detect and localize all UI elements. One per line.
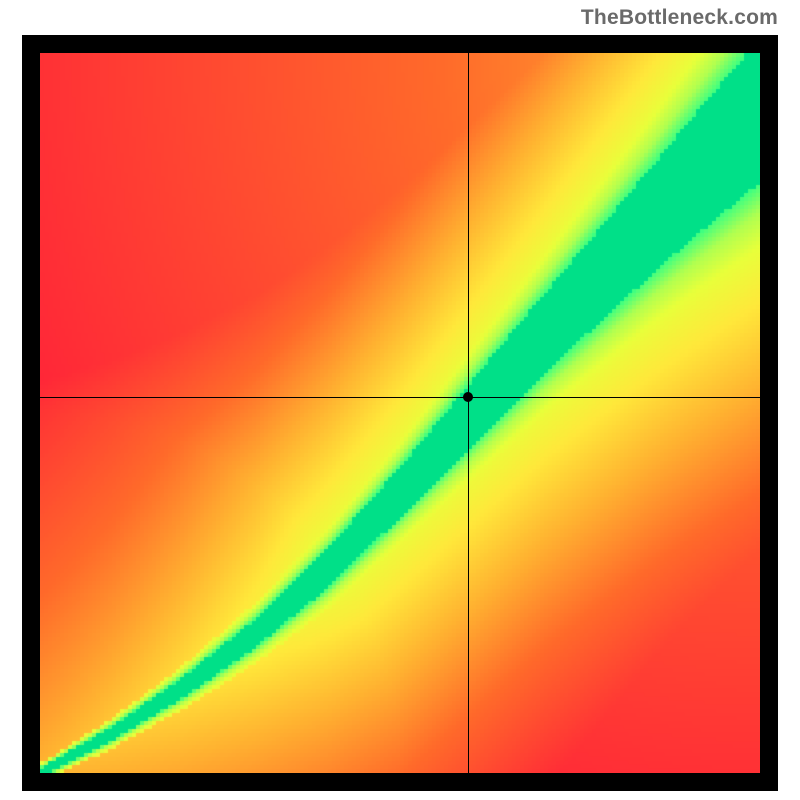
watermark-text: TheBottleneck.com bbox=[581, 6, 778, 30]
crosshair-marker-dot bbox=[463, 392, 473, 402]
crosshair-vertical bbox=[468, 53, 469, 773]
heatmap-canvas bbox=[40, 53, 760, 773]
plot-frame bbox=[22, 35, 778, 791]
chart-container: TheBottleneck.com bbox=[0, 0, 800, 800]
crosshair-horizontal bbox=[40, 397, 760, 398]
